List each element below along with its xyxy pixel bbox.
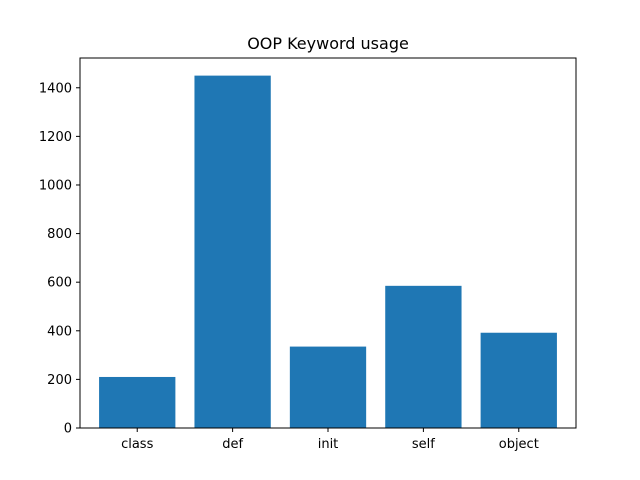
- bar-class: [99, 376, 176, 428]
- y-tick-label-200: 200: [47, 373, 72, 388]
- y-tick-label-1200: 1200: [39, 130, 72, 145]
- x-tick-label-class: class: [121, 437, 153, 452]
- y-tick-label-400: 400: [47, 324, 72, 339]
- bar-def: [194, 75, 271, 428]
- y-axis: 0 200 400 600 800 1000 1200 1400: [39, 81, 80, 437]
- y-tick-label-800: 800: [47, 227, 72, 242]
- x-axis: class def init self object: [121, 428, 539, 452]
- bar-self: [385, 285, 462, 428]
- y-tick-label-1000: 1000: [39, 178, 72, 193]
- x-tick-label-self: self: [412, 437, 435, 452]
- x-tick-label-object: object: [499, 437, 539, 452]
- bar-init: [289, 346, 367, 428]
- x-tick-label-def: def: [222, 437, 243, 452]
- y-tick-label-600: 600: [47, 276, 72, 291]
- chart-title: OOP Keyword usage: [247, 34, 409, 53]
- y-tick-label-0: 0: [64, 422, 72, 437]
- bar-object: [480, 332, 557, 428]
- y-tick-label-1400: 1400: [39, 81, 72, 96]
- x-tick-label-init: init: [318, 437, 339, 452]
- plot-frame: [79, 57, 577, 429]
- bar-group: [99, 75, 557, 428]
